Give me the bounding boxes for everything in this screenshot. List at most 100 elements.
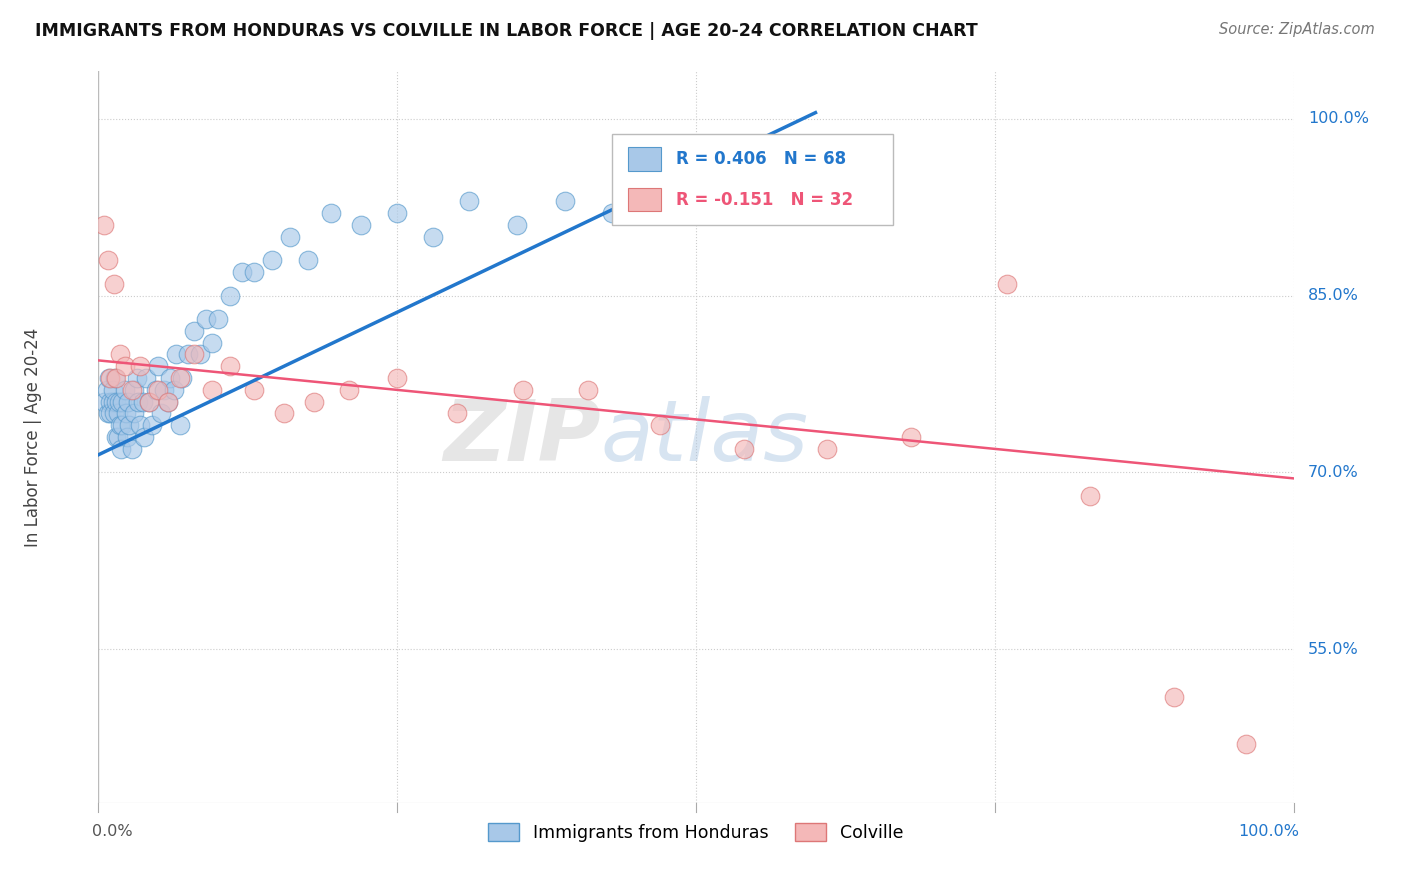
Point bbox=[138, 394, 160, 409]
Point bbox=[219, 359, 242, 374]
Text: In Labor Force | Age 20-24: In Labor Force | Age 20-24 bbox=[24, 327, 42, 547]
Point bbox=[260, 253, 283, 268]
Point bbox=[98, 371, 121, 385]
Point bbox=[108, 418, 131, 433]
Text: ZIP: ZIP bbox=[443, 395, 600, 479]
Point bbox=[578, 383, 600, 397]
Point bbox=[115, 407, 138, 421]
Point bbox=[132, 430, 155, 444]
Point bbox=[793, 159, 815, 173]
Point bbox=[458, 194, 481, 208]
Point bbox=[733, 442, 755, 456]
Point bbox=[231, 265, 253, 279]
FancyBboxPatch shape bbox=[628, 188, 661, 211]
Point bbox=[121, 383, 143, 397]
Point bbox=[107, 430, 129, 444]
Point bbox=[121, 442, 143, 456]
Point bbox=[156, 394, 179, 409]
Legend: Immigrants from Honduras, Colville: Immigrants from Honduras, Colville bbox=[481, 816, 911, 849]
Point bbox=[131, 394, 153, 409]
Point bbox=[103, 407, 125, 421]
Point bbox=[169, 418, 191, 433]
Point bbox=[278, 229, 301, 244]
Point bbox=[127, 394, 149, 409]
Point bbox=[115, 430, 138, 444]
Point bbox=[815, 442, 838, 456]
Point bbox=[183, 324, 205, 338]
Point bbox=[188, 347, 211, 361]
Point bbox=[97, 253, 120, 268]
Point bbox=[98, 371, 122, 385]
Point bbox=[114, 359, 136, 374]
Point bbox=[321, 206, 343, 220]
FancyBboxPatch shape bbox=[613, 134, 893, 225]
Point bbox=[118, 418, 141, 433]
Point bbox=[97, 407, 120, 421]
Point bbox=[350, 218, 373, 232]
Point bbox=[124, 383, 146, 397]
Point bbox=[98, 407, 122, 421]
Point bbox=[104, 371, 127, 385]
Point bbox=[153, 383, 176, 397]
Point bbox=[201, 335, 224, 350]
Point bbox=[114, 383, 136, 397]
Point bbox=[183, 347, 205, 361]
Point bbox=[1234, 737, 1257, 751]
Text: 70.0%: 70.0% bbox=[1308, 465, 1358, 480]
Point bbox=[195, 312, 218, 326]
Point bbox=[148, 359, 170, 374]
Point bbox=[446, 407, 468, 421]
Point bbox=[169, 371, 191, 385]
Point bbox=[512, 383, 534, 397]
Point bbox=[129, 418, 152, 433]
Point bbox=[101, 394, 124, 409]
Point bbox=[103, 277, 125, 291]
Point bbox=[385, 371, 409, 385]
Point bbox=[243, 383, 266, 397]
Text: R = -0.151   N = 32: R = -0.151 N = 32 bbox=[676, 191, 853, 209]
Point bbox=[93, 394, 115, 409]
Text: 85.0%: 85.0% bbox=[1308, 288, 1358, 303]
Point bbox=[273, 407, 295, 421]
Point bbox=[145, 383, 167, 397]
Point bbox=[156, 394, 179, 409]
Point bbox=[163, 383, 186, 397]
Point bbox=[422, 229, 444, 244]
Point bbox=[302, 394, 325, 409]
Point bbox=[149, 407, 172, 421]
Point bbox=[138, 394, 160, 409]
Point bbox=[648, 418, 672, 433]
Text: Source: ZipAtlas.com: Source: ZipAtlas.com bbox=[1219, 22, 1375, 37]
Point bbox=[602, 206, 624, 220]
Text: IMMIGRANTS FROM HONDURAS VS COLVILLE IN LABOR FORCE | AGE 20-24 CORRELATION CHAR: IMMIGRANTS FROM HONDURAS VS COLVILLE IN … bbox=[35, 22, 979, 40]
Point bbox=[554, 194, 576, 208]
Text: 0.0%: 0.0% bbox=[93, 824, 134, 839]
Point bbox=[385, 206, 409, 220]
Text: R = 0.406   N = 68: R = 0.406 N = 68 bbox=[676, 150, 846, 168]
Point bbox=[172, 371, 194, 385]
Point bbox=[506, 218, 529, 232]
Point bbox=[111, 418, 134, 433]
Point bbox=[96, 383, 118, 397]
Point bbox=[339, 383, 361, 397]
Text: 55.0%: 55.0% bbox=[1308, 642, 1358, 657]
Point bbox=[995, 277, 1018, 291]
Point bbox=[105, 371, 128, 385]
Point bbox=[207, 312, 229, 326]
Point bbox=[721, 194, 744, 208]
Point bbox=[661, 182, 683, 196]
Point bbox=[177, 347, 200, 361]
Point bbox=[201, 383, 224, 397]
Point bbox=[110, 442, 132, 456]
Point bbox=[125, 371, 148, 385]
Point bbox=[900, 430, 922, 444]
Point bbox=[141, 418, 163, 433]
Point bbox=[297, 253, 319, 268]
Point bbox=[108, 347, 131, 361]
Point bbox=[219, 288, 242, 302]
Text: 100.0%: 100.0% bbox=[1239, 824, 1299, 839]
Point bbox=[135, 371, 157, 385]
Point bbox=[93, 218, 115, 232]
Text: atlas: atlas bbox=[600, 395, 808, 479]
Point bbox=[159, 371, 181, 385]
